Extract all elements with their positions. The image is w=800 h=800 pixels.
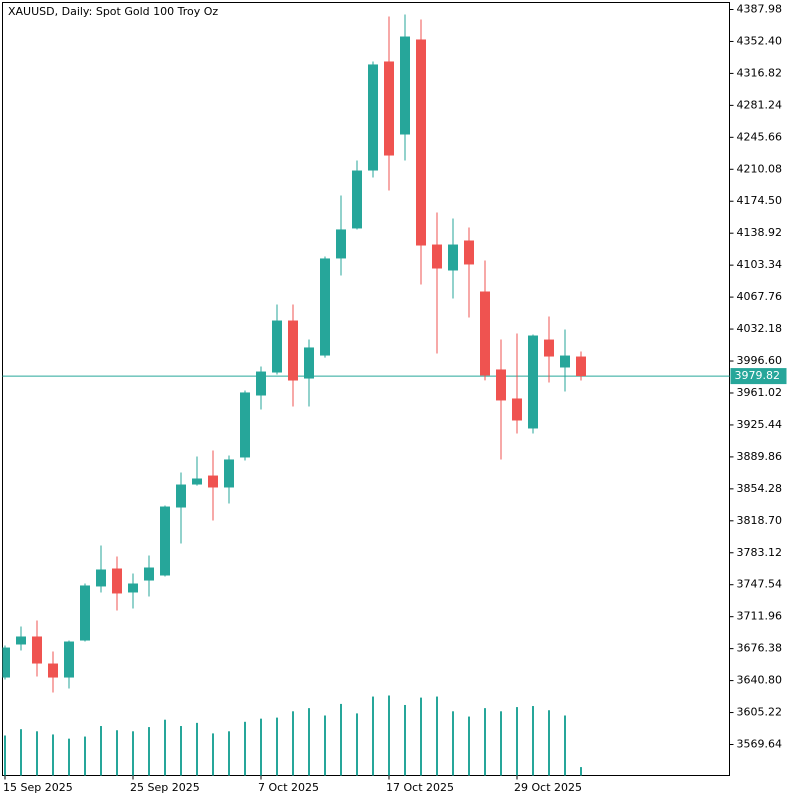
y-tick-label: 3676.38 [737, 642, 783, 655]
candle-body [304, 347, 314, 379]
last-price-label: 3979.82 [735, 369, 781, 382]
candle-body [544, 339, 554, 357]
y-tick-label: 3605.22 [737, 706, 783, 719]
x-tick-label: 17 Oct 2025 [386, 781, 454, 794]
candle-body [16, 636, 26, 645]
candle-body [480, 291, 490, 376]
candle-body [496, 369, 506, 401]
candle-body [336, 229, 346, 259]
candle-body [112, 568, 122, 594]
y-tick-label: 3711.96 [737, 610, 783, 623]
candle-body [368, 64, 378, 171]
y-tick-label: 3569.64 [737, 738, 783, 751]
candle-body [560, 355, 570, 368]
plot [2, 14, 730, 776]
candle-body [64, 641, 74, 678]
candle-body [192, 478, 202, 485]
y-tick-label: 4210.08 [737, 162, 783, 175]
candle-body [208, 475, 218, 488]
plot-frame [2, 2, 730, 776]
y-tick-label: 3818.70 [737, 514, 783, 527]
candle-body [352, 170, 362, 229]
candle-body [144, 567, 154, 581]
candle-body [160, 506, 170, 576]
candle-body [320, 258, 330, 356]
candle-body [288, 320, 298, 381]
y-tick-label: 4032.18 [737, 322, 783, 335]
candle-body [432, 244, 442, 269]
y-tick-label: 4138.92 [737, 226, 783, 239]
y-tick-label: 3783.12 [737, 546, 783, 559]
candle-body [272, 320, 282, 373]
chart-title: XAUUSD, Daily: Spot Gold 100 Troy Oz [8, 5, 218, 18]
x-tick-label: 29 Oct 2025 [514, 781, 582, 794]
candle-body [96, 569, 106, 587]
y-tick-label: 4174.50 [737, 194, 783, 207]
candle-body [528, 335, 538, 429]
y-tick-label: 3747.54 [737, 578, 783, 591]
candle-body [176, 484, 186, 508]
y-tick-label: 4281.24 [737, 98, 783, 111]
y-tick-label: 3996.60 [737, 354, 783, 367]
y-tick-label: 4316.82 [737, 66, 783, 79]
candle-body [2, 647, 10, 678]
candle-body [464, 240, 474, 265]
y-tick-label: 3889.86 [737, 450, 783, 463]
candle-body [512, 398, 522, 421]
candle-body [128, 583, 138, 593]
candle-body [448, 244, 458, 271]
candle-body [256, 371, 266, 396]
x-tick-label: 15 Sep 2025 [3, 781, 73, 794]
y-tick-label: 3854.28 [737, 482, 783, 495]
candle-body [224, 459, 234, 488]
candle-body [48, 663, 58, 678]
y-tick-label: 4352.40 [737, 34, 783, 47]
x-tick-label: 25 Sep 2025 [130, 781, 200, 794]
candle-body [32, 636, 42, 664]
y-tick-label: 4103.34 [737, 258, 783, 271]
last-price-box [730, 368, 787, 385]
y-tick-label: 4387.98 [737, 2, 783, 15]
y-tick-label: 3640.80 [737, 674, 783, 687]
x-tick-label: 7 Oct 2025 [258, 781, 319, 794]
candle-body [576, 356, 586, 377]
candle-body [384, 61, 394, 156]
y-tick-label: 4245.66 [737, 130, 783, 143]
y-tick-label: 3925.44 [737, 418, 783, 431]
candle-body [416, 39, 426, 246]
candle-body [240, 392, 250, 458]
candle-body [80, 585, 90, 641]
candle-body [400, 36, 410, 135]
y-tick-label: 3961.02 [737, 386, 783, 399]
y-tick-label: 4067.76 [737, 290, 783, 303]
